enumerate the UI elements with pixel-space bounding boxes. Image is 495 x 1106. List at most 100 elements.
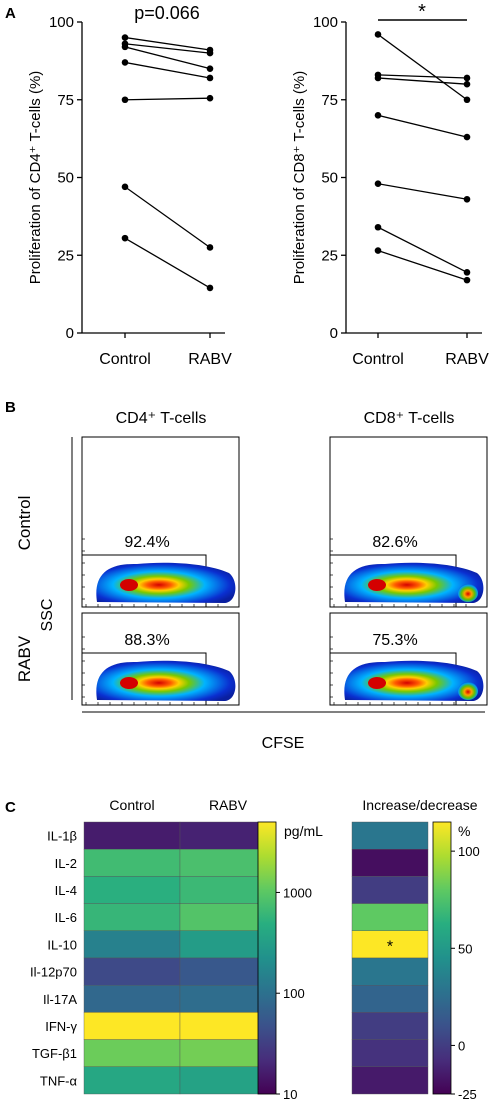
flow-cytometry-panel: CD4⁺ T-cells CD8⁺ T-cells SSC CFSE Control RA… xyxy=(15,410,488,752)
cfse-label: CFSE xyxy=(262,735,305,752)
data-point xyxy=(463,276,471,284)
heatmap-cell xyxy=(83,930,181,959)
significance-star: * xyxy=(418,1,426,23)
y-tick-label: 0 xyxy=(330,325,338,342)
y-tick-label: 75 xyxy=(57,92,74,109)
ssc-label: SSC xyxy=(39,599,56,632)
data-point xyxy=(121,96,129,104)
heatmap-cell xyxy=(83,985,181,1013)
change-cell xyxy=(351,985,429,1013)
density-blob xyxy=(344,660,484,701)
flow-row-label: RABV xyxy=(15,635,34,682)
flow-plot-frame xyxy=(329,436,488,608)
change-cell xyxy=(351,957,429,986)
data-point xyxy=(374,31,382,38)
panel-letter-c: C xyxy=(5,799,16,816)
y-tick-label: 100 xyxy=(49,14,74,31)
colorbar-tick-label: -25 xyxy=(458,1087,477,1102)
data-point xyxy=(463,74,471,82)
colorbar-tick-label: 50 xyxy=(458,941,472,956)
change-cell xyxy=(351,1066,429,1095)
gate-percentage: 82.6% xyxy=(372,534,417,551)
heatmap-column-label: RABV xyxy=(209,797,248,813)
p-value-annotation: p=0.066 xyxy=(134,3,200,23)
data-point xyxy=(374,223,382,231)
density-blob xyxy=(96,562,236,603)
cytokine-heatmaps: Control RABV IL-1β IL-2 IL-4 IL-6 IL-10 Il-12p7… xyxy=(30,797,480,1102)
pair-line xyxy=(124,43,211,54)
pair-line xyxy=(124,186,211,249)
cytokine-label: Il-17A xyxy=(43,992,77,1007)
gate-percentage: 88.3% xyxy=(124,632,169,649)
data-point xyxy=(463,80,471,88)
cytokine-label: TGF-β1 xyxy=(32,1046,77,1061)
flow-plot-frame xyxy=(81,612,240,706)
data-point xyxy=(463,96,471,104)
flow-row-label: Control xyxy=(15,496,34,551)
change-cell xyxy=(351,930,429,959)
x-tick-label: Control xyxy=(99,351,151,368)
change-cell xyxy=(351,903,429,931)
density-peak-small xyxy=(458,682,478,700)
data-point xyxy=(463,269,471,276)
cd8-proliferation-chart: 0 25 50 75 100 Control RABV Proliferation of CD… xyxy=(291,1,489,368)
density-blob xyxy=(344,562,484,603)
colorbar-tick-label: 100 xyxy=(283,986,305,1001)
data-point xyxy=(463,195,471,203)
cytokine-label: IL-1β xyxy=(47,829,77,844)
density-peak xyxy=(368,677,386,689)
data-point xyxy=(121,43,129,51)
y-tick-label: 75 xyxy=(321,92,338,109)
data-point xyxy=(121,59,129,66)
colorbar-tick-label: 0 xyxy=(458,1038,465,1053)
x-tick-label: Control xyxy=(352,351,404,368)
pair-line xyxy=(124,46,211,70)
cytokine-label: IFN-γ xyxy=(45,1019,77,1034)
data-point xyxy=(121,183,129,191)
pair-line xyxy=(377,183,468,200)
cd4-proliferation-chart: 0 25 50 75 100 Control RABV Proliferation of CD… xyxy=(27,3,232,368)
x-tick-label: RABV xyxy=(445,351,489,368)
gate-percentage: 92.4% xyxy=(124,534,169,551)
y-tick-label: 25 xyxy=(321,247,338,264)
data-point xyxy=(374,74,382,82)
colorbar-unit-label: pg/mL xyxy=(284,823,323,839)
data-point xyxy=(121,234,129,242)
x-tick-label: RABV xyxy=(188,351,232,368)
colorbar-percent xyxy=(432,821,452,1095)
pair-line xyxy=(377,33,468,101)
pair-line xyxy=(377,226,468,273)
y-tick-label: 0 xyxy=(66,325,74,342)
pair-line xyxy=(124,36,211,51)
density-peak xyxy=(120,677,138,689)
cytokine-label: IL-4 xyxy=(55,883,77,898)
gate-percentage: 75.3% xyxy=(372,632,417,649)
cytokine-label: IL-2 xyxy=(55,856,77,871)
pair-line xyxy=(377,77,468,85)
change-cell xyxy=(351,821,429,850)
density-peak xyxy=(120,579,138,591)
change-cell xyxy=(351,1012,429,1040)
panel-letter-a: A xyxy=(5,5,16,22)
y-tick-label: 50 xyxy=(321,170,338,187)
panel-letter-b: B xyxy=(5,399,16,416)
data-point xyxy=(374,112,382,119)
flow-plot-frame xyxy=(81,436,240,608)
colorbar-pgml xyxy=(257,821,277,1095)
density-blob xyxy=(96,660,236,701)
flow-plot-frame xyxy=(329,612,488,706)
data-point xyxy=(206,284,214,292)
heatmap-cell xyxy=(83,903,181,931)
significance-star: * xyxy=(387,938,393,955)
heatmap-cell xyxy=(83,1012,181,1040)
change-cell xyxy=(351,876,429,904)
colorbar-percent-label: % xyxy=(458,823,470,839)
increase-decrease-title: Increase/decrease xyxy=(362,797,477,813)
pair-line xyxy=(124,237,211,289)
cytokine-label: IL-6 xyxy=(55,910,77,925)
data-point xyxy=(374,180,382,188)
heatmap-cell xyxy=(83,1066,181,1095)
cytokine-label: TNF-α xyxy=(40,1073,78,1088)
y-tick-label: 25 xyxy=(57,247,74,264)
